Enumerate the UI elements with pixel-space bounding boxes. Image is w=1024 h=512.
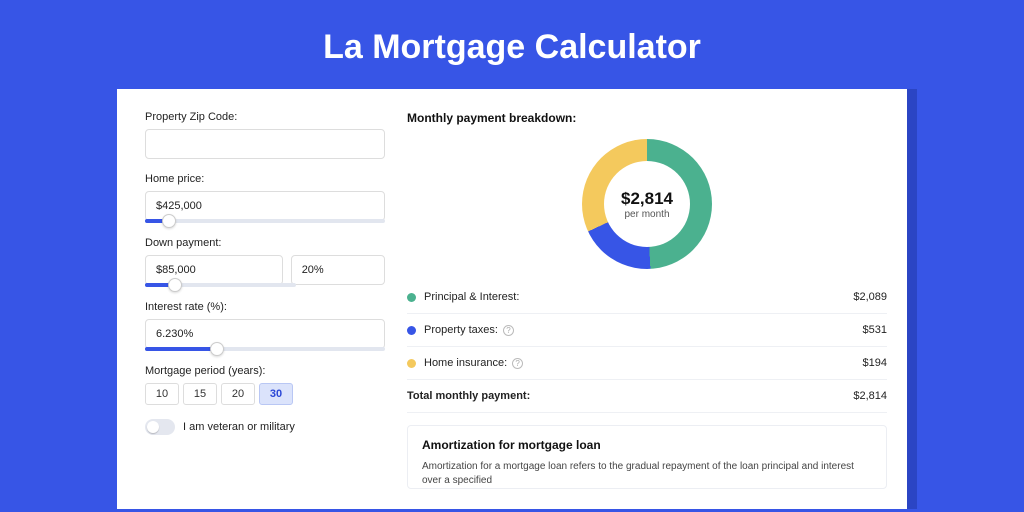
donut-center: $2,814 per month bbox=[604, 161, 690, 247]
legend-dot bbox=[407, 326, 416, 335]
rate-slider[interactable] bbox=[145, 347, 385, 351]
down-label: Down payment: bbox=[145, 237, 385, 249]
slider-thumb[interactable] bbox=[162, 214, 176, 228]
legend-dot bbox=[407, 359, 416, 368]
legend-label: Home insurance:? bbox=[424, 357, 863, 369]
price-label: Home price: bbox=[145, 173, 385, 185]
legend-row: Principal & Interest:$2,089 bbox=[407, 281, 887, 314]
period-option-15[interactable]: 15 bbox=[183, 383, 217, 405]
price-input[interactable] bbox=[145, 191, 385, 221]
zip-input[interactable] bbox=[145, 129, 385, 159]
breakdown-title: Monthly payment breakdown: bbox=[407, 111, 887, 125]
donut-sub: per month bbox=[624, 209, 669, 220]
legend-row: Home insurance:?$194 bbox=[407, 347, 887, 379]
legend-value: $194 bbox=[863, 357, 887, 369]
donut-chart: $2,814 per month bbox=[582, 139, 712, 269]
legend-dot bbox=[407, 293, 416, 302]
rate-label: Interest rate (%): bbox=[145, 301, 385, 313]
legend-label: Property taxes:? bbox=[424, 324, 863, 336]
period-option-20[interactable]: 20 bbox=[221, 383, 255, 405]
info-icon[interactable]: ? bbox=[503, 325, 514, 336]
total-row: Total monthly payment: $2,814 bbox=[407, 379, 887, 413]
calculator-card: Property Zip Code: Home price: Down paym… bbox=[117, 89, 907, 509]
zip-label: Property Zip Code: bbox=[145, 111, 385, 123]
period-option-10[interactable]: 10 bbox=[145, 383, 179, 405]
price-field: Home price: bbox=[145, 173, 385, 223]
down-field: Down payment: bbox=[145, 237, 385, 287]
veteran-row: I am veteran or military bbox=[145, 419, 385, 435]
veteran-label: I am veteran or military bbox=[183, 421, 295, 433]
form-column: Property Zip Code: Home price: Down paym… bbox=[145, 111, 385, 509]
down-amount-input[interactable] bbox=[145, 255, 283, 285]
breakdown-column: Monthly payment breakdown: $2,814 per mo… bbox=[407, 111, 887, 509]
rate-input[interactable] bbox=[145, 319, 385, 349]
legend-label: Principal & Interest: bbox=[424, 291, 853, 303]
period-label: Mortgage period (years): bbox=[145, 365, 385, 377]
info-icon[interactable]: ? bbox=[512, 358, 523, 369]
page-title: La Mortgage Calculator bbox=[0, 0, 1024, 89]
legend-row: Property taxes:?$531 bbox=[407, 314, 887, 347]
period-option-30[interactable]: 30 bbox=[259, 383, 293, 405]
period-field: Mortgage period (years): 10152030 bbox=[145, 365, 385, 405]
total-value: $2,814 bbox=[853, 390, 887, 402]
amortization-box: Amortization for mortgage loan Amortizat… bbox=[407, 425, 887, 489]
down-pct-input[interactable] bbox=[291, 255, 385, 285]
veteran-toggle[interactable] bbox=[145, 419, 175, 435]
down-slider[interactable] bbox=[145, 283, 296, 287]
legend-value: $2,089 bbox=[853, 291, 887, 303]
amortization-text: Amortization for a mortgage loan refers … bbox=[422, 460, 872, 488]
amortization-title: Amortization for mortgage loan bbox=[422, 438, 872, 452]
slider-thumb[interactable] bbox=[168, 278, 182, 292]
donut-wrap: $2,814 per month bbox=[407, 135, 887, 281]
slider-thumb[interactable] bbox=[210, 342, 224, 356]
total-label: Total monthly payment: bbox=[407, 390, 853, 402]
rate-field: Interest rate (%): bbox=[145, 301, 385, 351]
donut-amount: $2,814 bbox=[621, 189, 673, 209]
legend-value: $531 bbox=[863, 324, 887, 336]
zip-field: Property Zip Code: bbox=[145, 111, 385, 159]
price-slider[interactable] bbox=[145, 219, 385, 223]
